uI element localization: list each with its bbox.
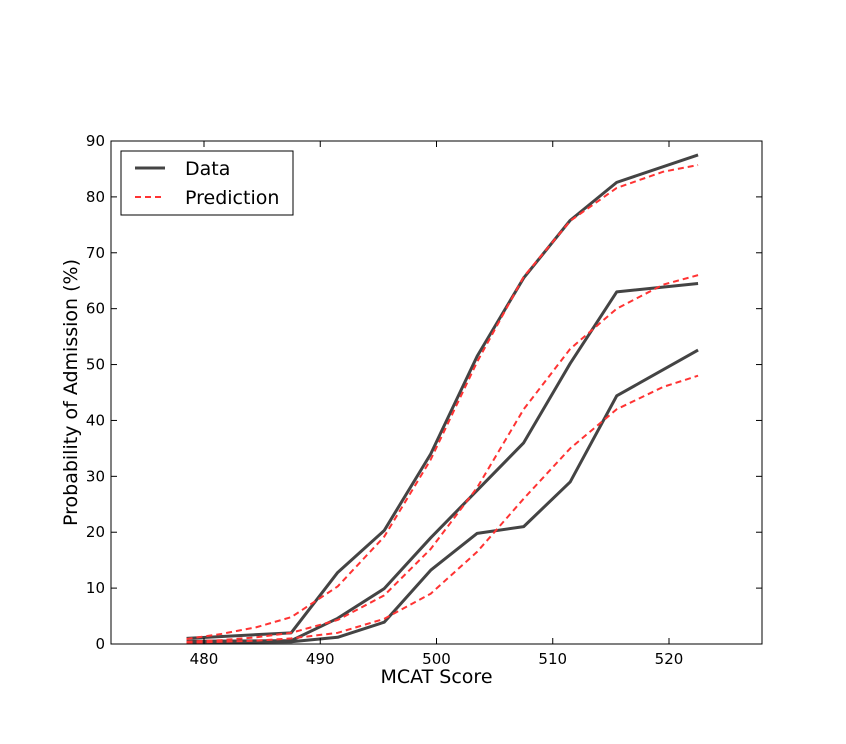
x-tick-label: 520: [655, 650, 684, 668]
legend-box: [120, 150, 294, 216]
legend-label-data: Data: [185, 158, 230, 180]
data-series-line-1: [186, 282, 699, 643]
legend: Data Prediction: [120, 150, 294, 216]
y-tick-label: 0: [95, 635, 105, 653]
prediction-series-line-4: [186, 274, 699, 643]
data-series-line-2: [186, 348, 699, 644]
y-tick-label: 90: [86, 132, 105, 150]
y-tick-label: 30: [86, 467, 105, 485]
y-tick-label: 40: [86, 411, 105, 429]
legend-label-prediction: Prediction: [185, 187, 279, 209]
y-tick-label: 70: [86, 244, 105, 262]
prediction-series-line-3: [186, 164, 699, 640]
ticks-layer: 480 490 500 510 520 0 10 20 30 40 50 60 70 80 90: [86, 132, 762, 668]
x-tick-label: 490: [306, 650, 335, 668]
x-tick-label: 480: [190, 650, 219, 668]
y-tick-label: 60: [86, 300, 105, 318]
x-tick-label: 510: [538, 650, 567, 668]
prediction-series-line-5: [186, 374, 699, 644]
y-axis-title: Probability of Admission (%): [60, 259, 82, 526]
x-axis-title: MCAT Score: [380, 666, 492, 688]
y-tick-label: 20: [86, 523, 105, 541]
y-tick-label: 80: [86, 188, 105, 206]
y-tick-label: 50: [86, 356, 105, 374]
x-tick-label: 500: [422, 650, 451, 668]
series-layer: [186, 153, 699, 644]
y-tick-label: 10: [86, 579, 105, 597]
